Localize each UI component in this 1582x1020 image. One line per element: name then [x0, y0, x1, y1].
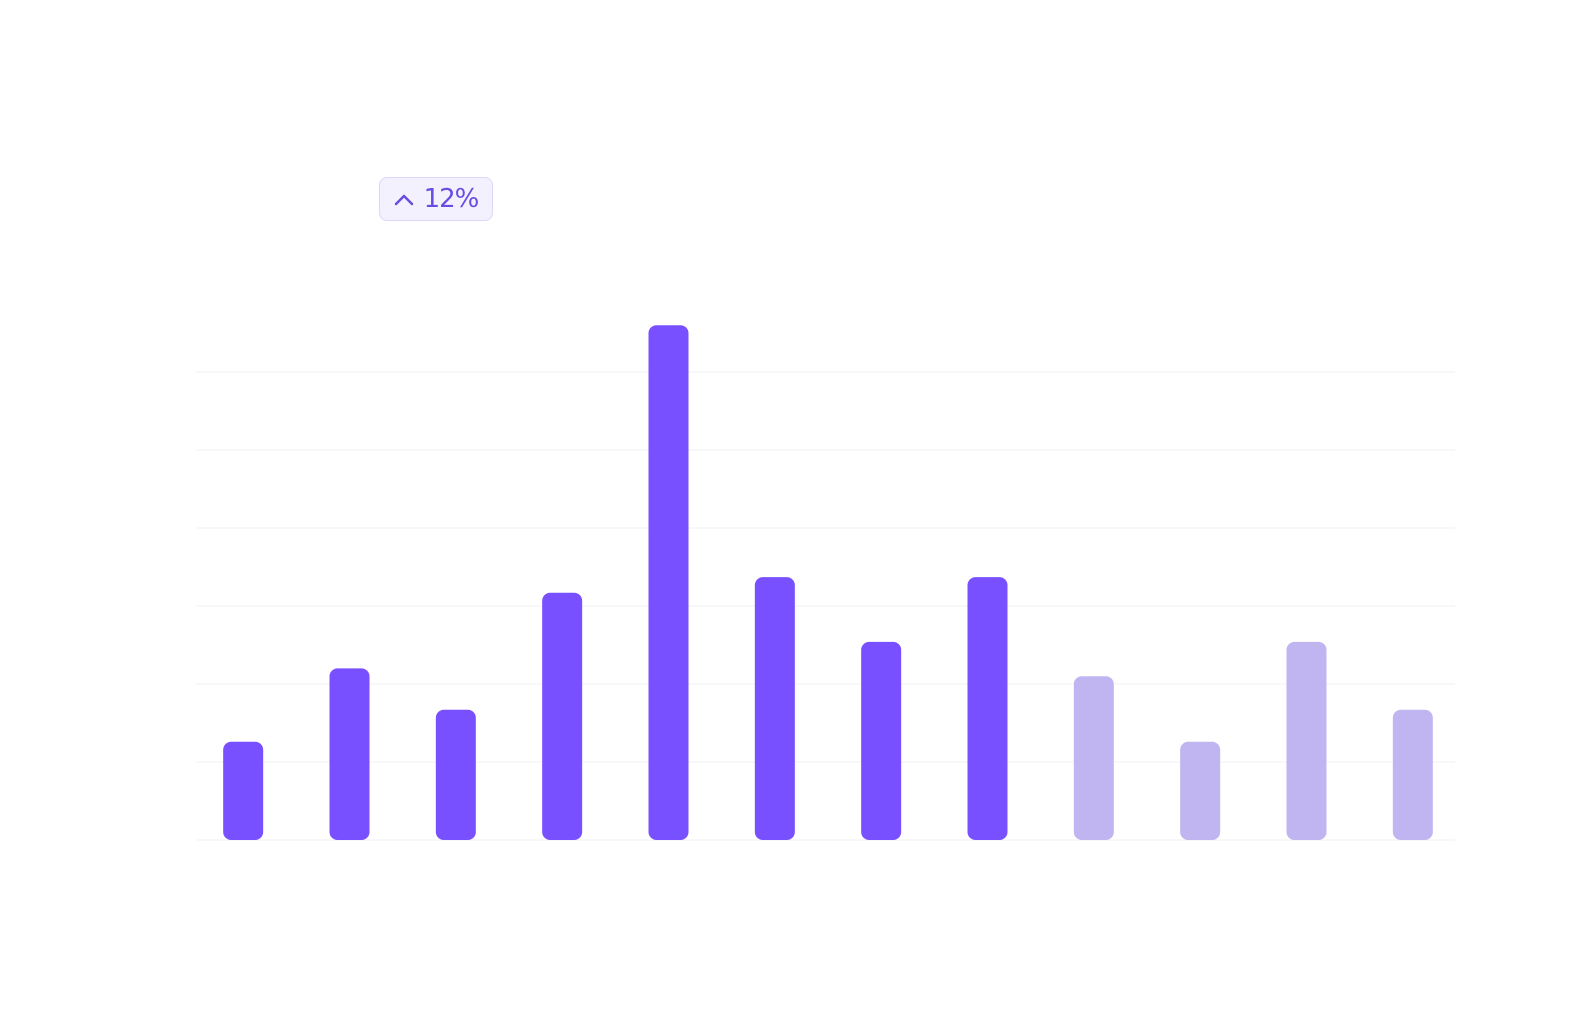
bar	[967, 577, 1008, 840]
change-badge: 12%	[379, 177, 493, 221]
bar	[542, 592, 583, 840]
bar	[1392, 709, 1433, 840]
bar	[223, 741, 264, 840]
bar	[1073, 676, 1114, 840]
bar	[329, 668, 370, 840]
bar	[648, 325, 689, 840]
bar	[435, 709, 476, 840]
chevron-up-icon	[394, 194, 413, 206]
bar	[1286, 641, 1327, 840]
bar	[861, 641, 902, 840]
bar	[754, 577, 795, 840]
bar	[1180, 741, 1221, 840]
change-value: 12%	[423, 184, 480, 214]
